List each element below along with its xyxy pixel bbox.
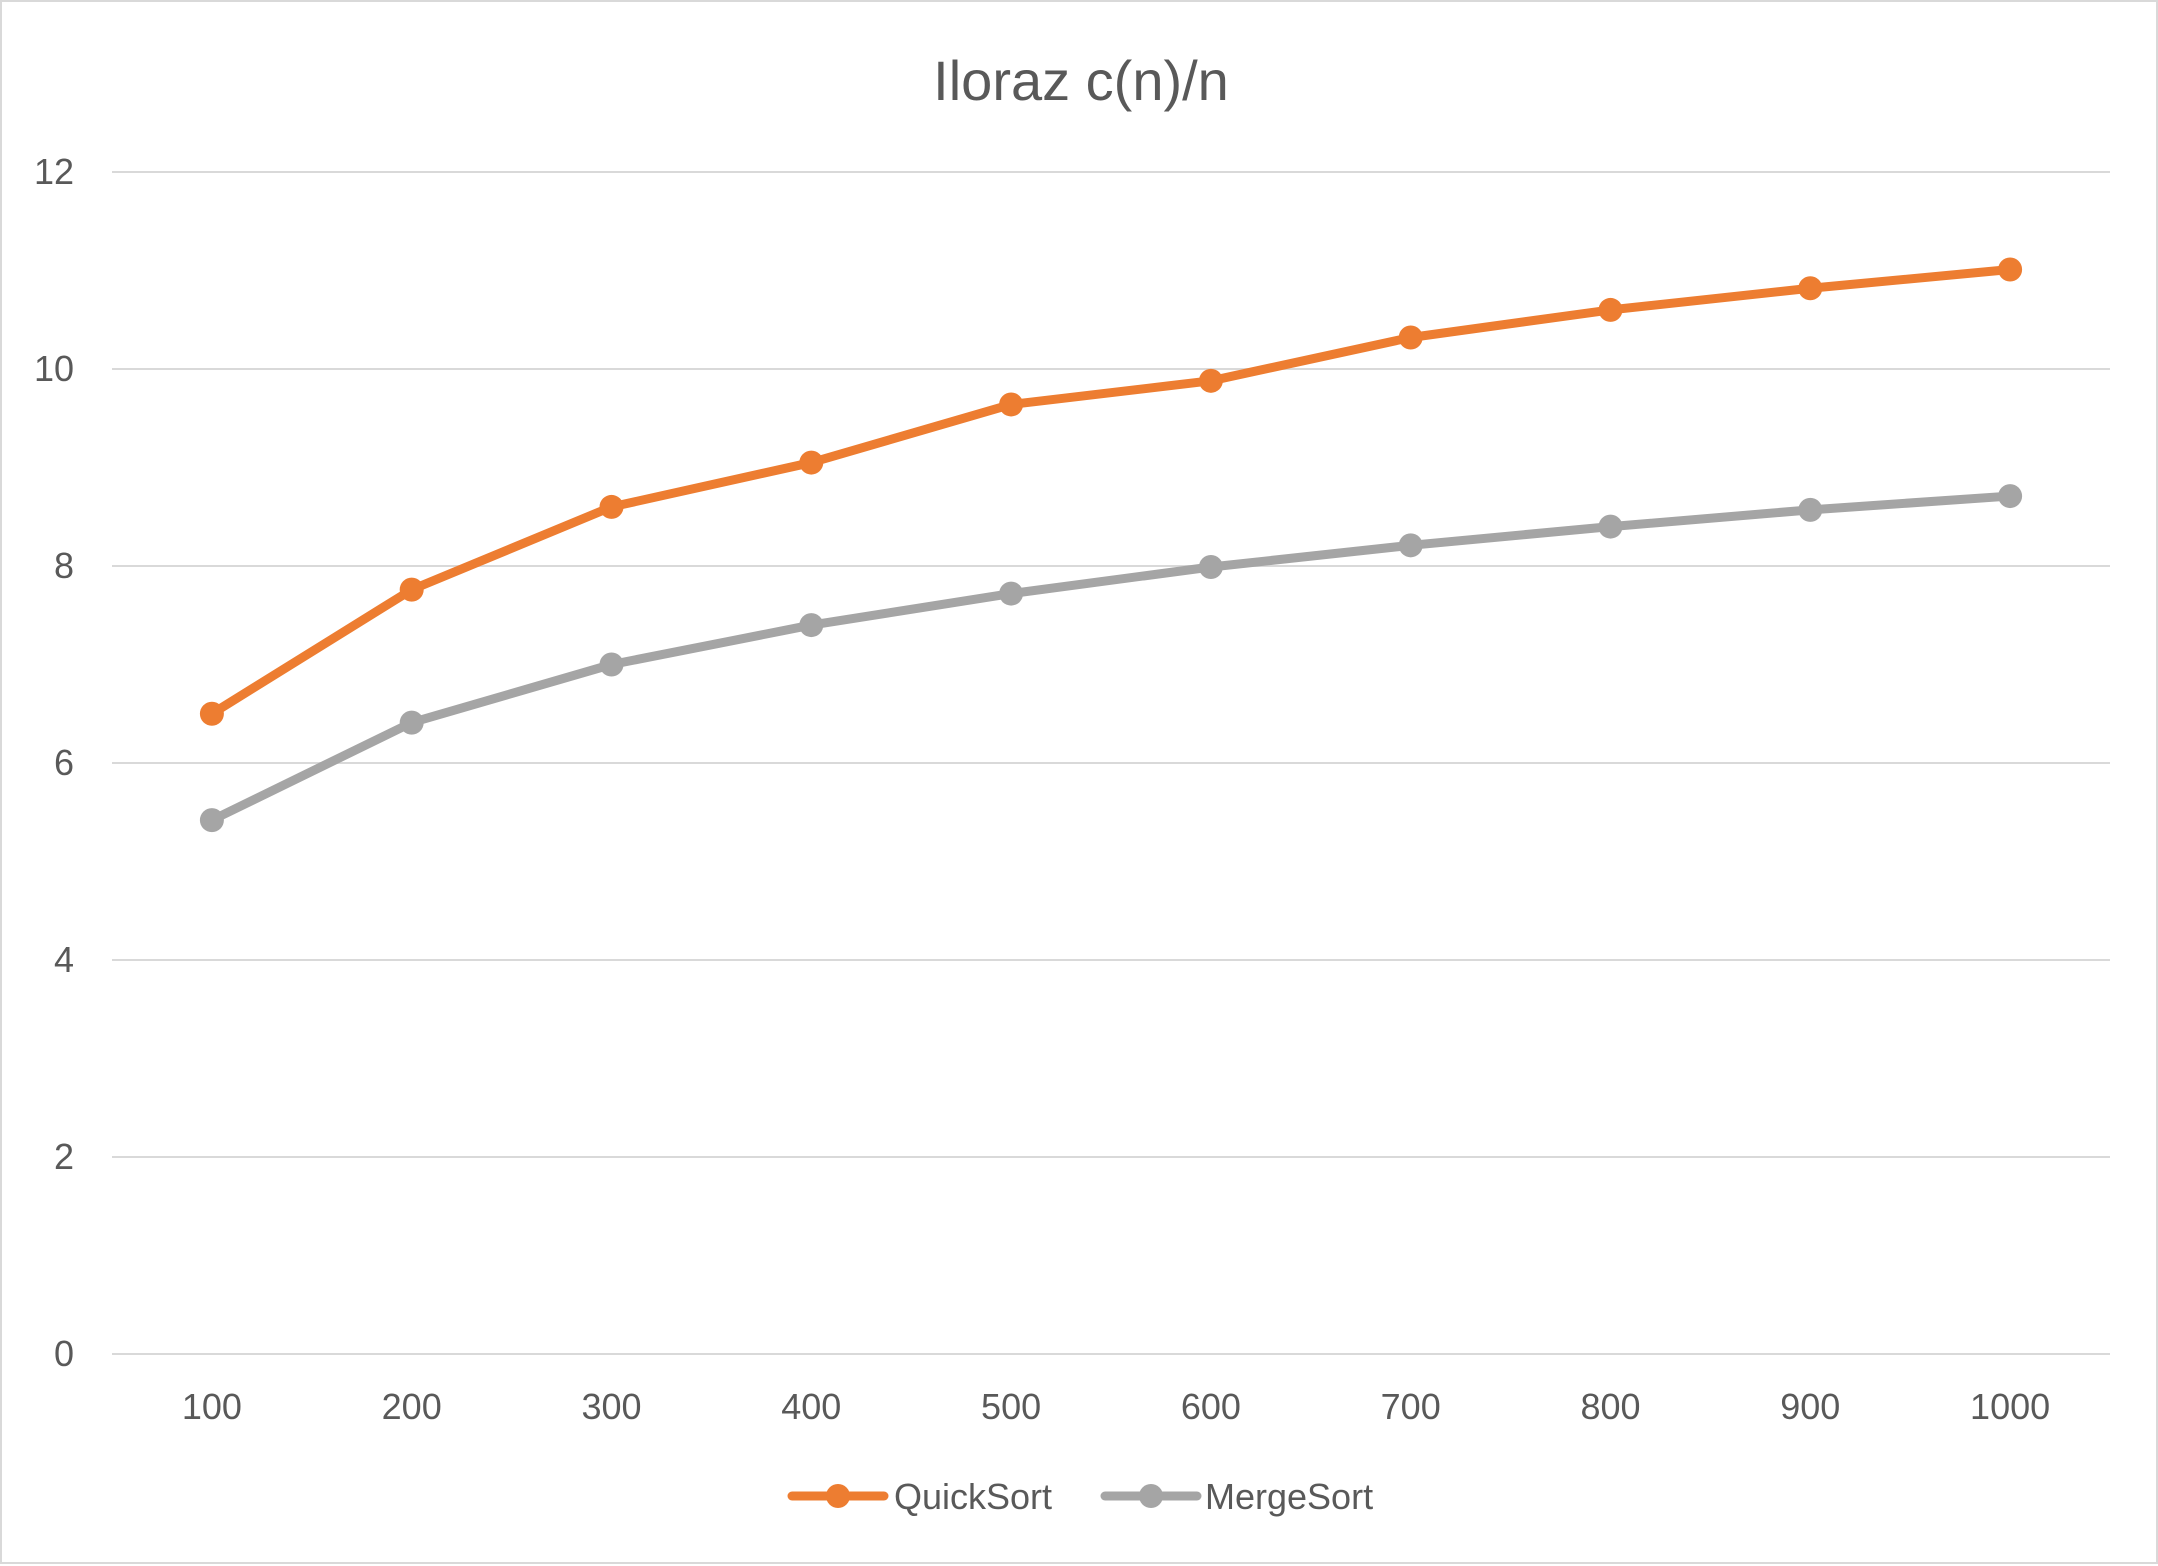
- data-point: [1598, 297, 1623, 322]
- x-tick-label: 300: [581, 1386, 641, 1427]
- x-tick-label: 1000: [1970, 1386, 2050, 1427]
- legend-item-quicksort: QuickSort: [787, 1476, 1052, 1517]
- y-tick-label: 6: [54, 742, 74, 783]
- series-line: [207, 491, 2015, 825]
- legend-item-mergesort: MergeSort: [1100, 1476, 1373, 1517]
- series-mergesort: [199, 484, 2023, 833]
- x-tick-label: 800: [1580, 1386, 1640, 1427]
- data-point: [1198, 554, 1223, 579]
- y-tick-label: 8: [54, 545, 74, 586]
- data-point: [1198, 368, 1223, 393]
- series-group: [199, 257, 2023, 833]
- gridlines: [112, 171, 2110, 1355]
- data-point: [599, 494, 624, 519]
- data-point: [1398, 533, 1423, 558]
- data-point: [199, 808, 224, 833]
- data-point: [399, 577, 424, 602]
- y-tick-label: 0: [54, 1333, 74, 1374]
- data-point: [399, 710, 424, 735]
- data-point: [599, 652, 624, 677]
- x-tick-label: 200: [382, 1386, 442, 1427]
- data-point: [199, 701, 224, 726]
- data-point: [799, 450, 824, 475]
- legend-marker: [1139, 1484, 1163, 1508]
- data-point: [799, 613, 824, 638]
- y-tick-label: 10: [34, 348, 74, 389]
- series-quicksort: [199, 257, 2023, 726]
- x-tick-label: 400: [781, 1386, 841, 1427]
- y-axis: 0 2 4 6 8 10 12: [34, 151, 74, 1374]
- x-axis: 100 200 300 400 500 600 700 800 900 1000: [182, 1386, 2050, 1427]
- data-point: [1998, 257, 2023, 282]
- legend: QuickSort MergeSort: [787, 1476, 1373, 1517]
- chart-title: Iloraz c(n)/n: [933, 49, 1229, 112]
- legend-marker: [826, 1484, 850, 1508]
- legend-label: QuickSort: [894, 1476, 1052, 1517]
- data-point: [1998, 484, 2023, 509]
- data-point: [1598, 514, 1623, 539]
- data-point: [1798, 276, 1823, 301]
- data-point: [1398, 325, 1423, 350]
- y-tick-label: 4: [54, 939, 74, 980]
- data-point: [1798, 497, 1823, 522]
- series-line: [207, 265, 2015, 719]
- x-tick-label: 500: [981, 1386, 1041, 1427]
- x-tick-label: 900: [1780, 1386, 1840, 1427]
- y-tick-label: 2: [54, 1136, 74, 1177]
- x-tick-label: 700: [1381, 1386, 1441, 1427]
- data-point: [999, 392, 1024, 417]
- y-tick-label: 12: [34, 151, 74, 192]
- data-point: [999, 581, 1024, 606]
- x-tick-label: 600: [1181, 1386, 1241, 1427]
- legend-label: MergeSort: [1205, 1476, 1373, 1517]
- x-tick-label: 100: [182, 1386, 242, 1427]
